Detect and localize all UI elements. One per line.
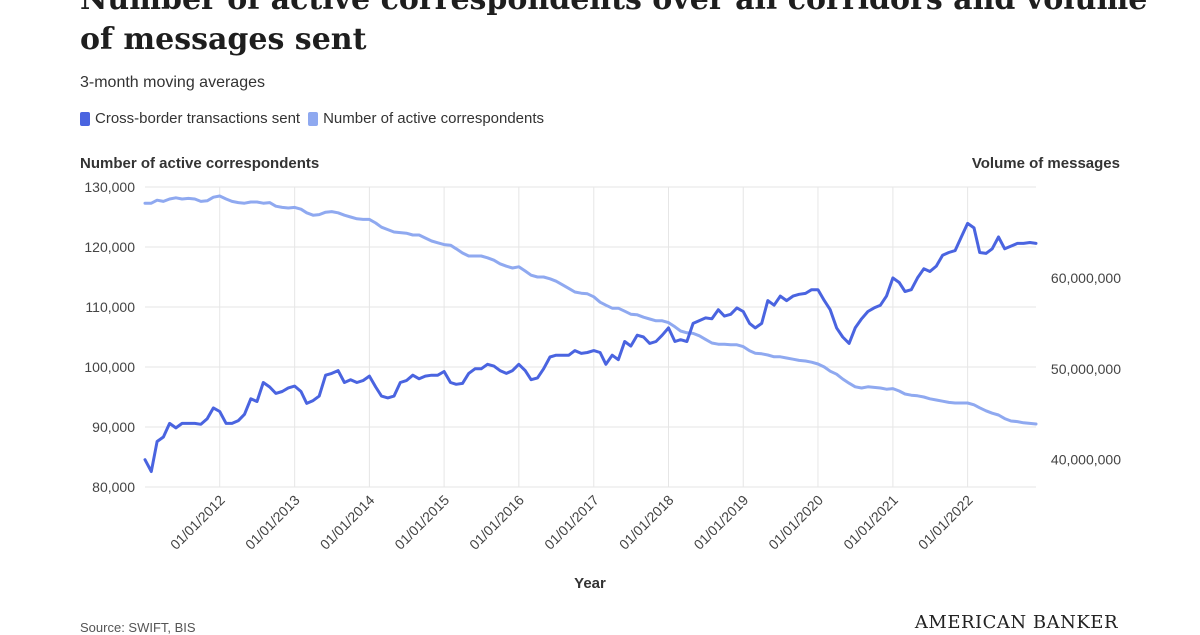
source-note: Source: SWIFT, BIS bbox=[80, 620, 196, 635]
left-tick-label: 80,000 bbox=[92, 479, 135, 495]
x-tick-label: 01/01/2018 bbox=[616, 492, 677, 553]
x-axis-title: Year bbox=[574, 575, 606, 592]
left-tick-label: 100,000 bbox=[84, 359, 135, 375]
left-tick-label: 110,000 bbox=[85, 299, 135, 315]
x-tick-label: 01/01/2019 bbox=[690, 492, 751, 553]
x-tick-label: 01/01/2022 bbox=[915, 492, 976, 553]
left-tick-label: 90,000 bbox=[92, 419, 135, 435]
left-tick-label: 130,000 bbox=[84, 179, 135, 195]
right-tick-label: 50,000,000 bbox=[1051, 361, 1121, 377]
legend: Cross-border transactions sent Number of… bbox=[80, 110, 552, 127]
chart-title: Number of active correspondents over all… bbox=[80, 0, 1147, 57]
gridlines bbox=[145, 186, 1036, 488]
x-tick-label: 01/01/2012 bbox=[167, 492, 228, 553]
x-tick-label: 01/01/2020 bbox=[765, 492, 826, 553]
legend-item-correspondents[interactable]: Number of active correspondents bbox=[308, 110, 544, 127]
right-axis-title: Volume of messages bbox=[971, 155, 1120, 172]
chart-subtitle: 3-month moving averages bbox=[80, 74, 265, 91]
legend-swatch-correspondents bbox=[308, 111, 319, 126]
right-tick-label: 60,000,000 bbox=[1051, 270, 1121, 286]
x-tick-label: 01/01/2017 bbox=[541, 492, 602, 553]
brand-logo: AMERICAN BANKER bbox=[914, 612, 1118, 633]
x-tick-label: 01/01/2021 bbox=[840, 492, 901, 553]
left-tick-label: 120,000 bbox=[84, 239, 135, 255]
legend-label-correspondents: Number of active correspondents bbox=[323, 110, 545, 127]
left-axis-title: Number of active correspondents bbox=[80, 155, 320, 172]
legend-label-transactions: Cross-border transactions sent bbox=[95, 110, 301, 127]
series-line-correspondents bbox=[143, 194, 1038, 426]
x-axis-ticks: 01/01/2012 01/01/2013 01/01/2014 01/01/2015… bbox=[167, 492, 976, 553]
legend-item-transactions[interactable]: Cross-border transactions sent bbox=[80, 110, 300, 127]
series-line-transactions bbox=[143, 221, 1038, 473]
right-axis-ticks: 40,000,000 50,000,000 60,000,000 bbox=[1051, 270, 1121, 468]
legend-swatch-transactions bbox=[80, 111, 90, 126]
right-tick-label: 40,000,000 bbox=[1051, 452, 1121, 468]
left-axis-ticks: 80,000 90,000 100,000 110,000 120,000 130,000 bbox=[84, 179, 135, 495]
x-tick-label: 01/01/2014 bbox=[317, 492, 378, 553]
x-tick-label: 01/01/2015 bbox=[391, 492, 452, 553]
x-tick-label: 01/01/2016 bbox=[466, 492, 527, 553]
x-tick-label: 01/01/2013 bbox=[242, 492, 303, 553]
